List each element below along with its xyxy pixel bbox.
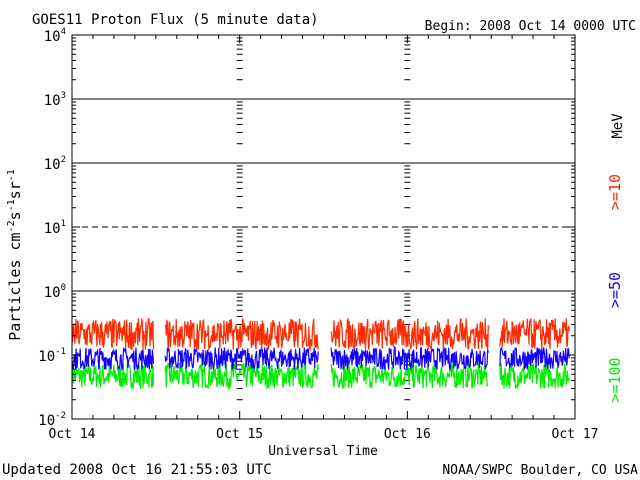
axis-layer (71, 34, 576, 420)
begin-label: Begin: 2008 Oct 14 0000 UTC (425, 19, 636, 34)
y-axis-label: Particles cm-2s-1sr-1 (6, 169, 24, 341)
updated-timestamp: Updated 2008 Oct 16 21:55:03 UTC (2, 462, 272, 478)
y-tick-label: 10-2 (38, 411, 66, 429)
plot-frame (71, 34, 576, 420)
y-tick-label: 104 (44, 27, 66, 45)
x-tick-label: Oct 14 (49, 427, 96, 442)
legend-series-label: >=50 (606, 272, 624, 308)
y-tick-label: 100 (44, 283, 66, 301)
y-tick-label: 103 (44, 91, 66, 109)
series-line (71, 317, 570, 352)
y-tick-label: 101 (44, 219, 66, 237)
x-tick-label: Oct 16 (384, 427, 431, 442)
legend: >=10 >=50 >=100 MeV (606, 113, 626, 403)
x-tick-label: Oct 15 (216, 427, 263, 442)
legend-series-label: >=100 (606, 357, 624, 402)
y-tick-label: 10-1 (38, 347, 66, 365)
legend-unit-label: MeV (610, 113, 626, 139)
source-credit: NOAA/SWPC Boulder, CO USA (442, 463, 638, 478)
series-line (71, 346, 570, 372)
x-tick-label: Oct 17 (552, 427, 599, 442)
legend-series-label: >=10 (606, 174, 624, 210)
x-axis-label: Universal Time (268, 444, 378, 459)
series-layer (71, 317, 570, 390)
y-tick-label: 102 (44, 155, 66, 173)
series-line (71, 361, 570, 390)
chart-title: GOES11 Proton Flux (5 minute data) (32, 12, 319, 28)
